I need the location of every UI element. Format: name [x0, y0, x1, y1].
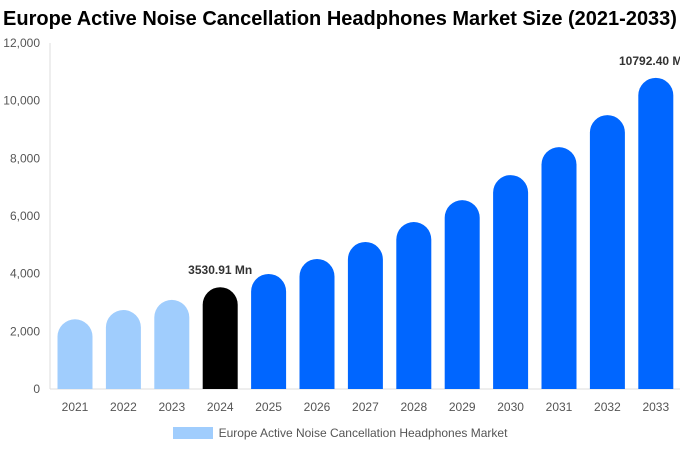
bar-2031	[541, 147, 577, 389]
bar-2025	[251, 273, 287, 389]
x-tick-label: 2022	[110, 400, 137, 414]
x-tick-label: 2029	[449, 400, 476, 414]
x-tick-label: 2031	[546, 400, 573, 414]
x-tick-label: 2023	[158, 400, 185, 414]
bar-2033	[638, 77, 674, 390]
y-tick-label: 6,000	[10, 209, 40, 223]
y-tick-label: 10,000	[3, 94, 40, 108]
x-tick-label: 2021	[62, 400, 89, 414]
data-label-2033: 10792.40 Mn	[619, 54, 680, 68]
y-tick-label: 0	[33, 382, 40, 396]
legend-swatch	[172, 427, 213, 439]
legend[interactable]: Europe Active Noise Cancellation Headpho…	[0, 426, 680, 440]
bar-chart: 0 2,000 4,000 6,000 8,000 10,000 12,000 2021 202…	[3, 36, 680, 414]
x-tick-label: 2033	[642, 400, 669, 414]
legend-label: Europe Active Noise Cancellation Headpho…	[218, 426, 508, 440]
x-tick-label: 2028	[400, 400, 427, 414]
bar-2030	[493, 175, 529, 389]
bar-2029	[444, 200, 480, 389]
data-label-2024: 3530.91 Mn	[188, 263, 252, 277]
chart-title: Europe Active Noise Cancellation Headpho…	[3, 8, 677, 30]
bar-2023	[154, 299, 190, 389]
x-tick-label: 2032	[594, 400, 621, 414]
x-tick-label: 2025	[255, 400, 282, 414]
bar-2027	[347, 241, 383, 389]
x-tick-label: 2024	[207, 400, 234, 414]
y-tick-label: 4,000	[10, 267, 40, 281]
bar-2026	[299, 258, 335, 389]
x-tick-label: 2026	[304, 400, 331, 414]
bar-2032	[589, 115, 625, 390]
x-tick-label: 2027	[352, 400, 379, 414]
y-tick-label: 12,000	[3, 36, 40, 50]
bar-2021	[57, 319, 93, 389]
bar-2022	[105, 310, 141, 389]
x-tick-label: 2030	[497, 400, 524, 414]
bar-2028	[396, 222, 432, 389]
bar-2024	[202, 287, 238, 389]
y-tick-label: 2,000	[10, 324, 40, 338]
y-tick-label: 8,000	[10, 151, 40, 165]
